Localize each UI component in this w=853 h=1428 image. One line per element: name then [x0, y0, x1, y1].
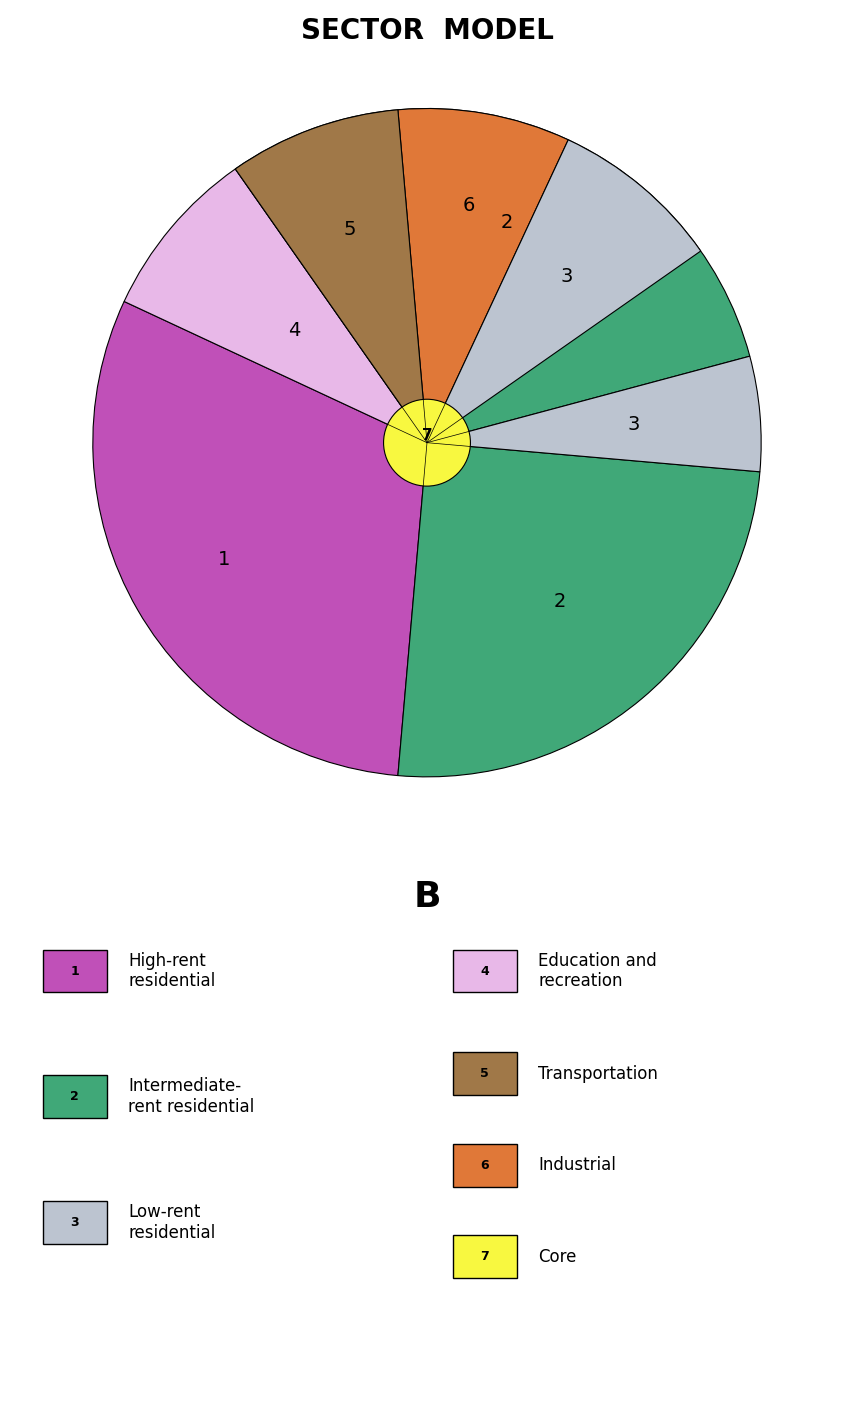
Text: 5: 5 — [479, 1067, 489, 1081]
Text: Intermediate-
rent residential: Intermediate- rent residential — [128, 1077, 254, 1117]
Text: B: B — [413, 880, 440, 914]
Wedge shape — [235, 109, 749, 443]
Text: 3: 3 — [626, 416, 639, 434]
FancyBboxPatch shape — [452, 1052, 516, 1095]
Wedge shape — [235, 110, 426, 443]
Text: 6: 6 — [462, 196, 474, 216]
Text: Transportation: Transportation — [537, 1065, 657, 1082]
Text: 7: 7 — [421, 428, 432, 444]
Wedge shape — [426, 140, 700, 443]
Text: 5: 5 — [343, 220, 355, 238]
Text: Core: Core — [537, 1248, 576, 1265]
FancyBboxPatch shape — [43, 1075, 107, 1118]
Text: 4: 4 — [479, 964, 489, 978]
Wedge shape — [397, 443, 759, 777]
Text: 1: 1 — [70, 964, 79, 978]
Text: 6: 6 — [479, 1158, 489, 1172]
Title: SECTOR  MODEL: SECTOR MODEL — [300, 17, 553, 44]
Text: High-rent
residential: High-rent residential — [128, 951, 215, 991]
Wedge shape — [397, 109, 567, 443]
Wedge shape — [426, 356, 760, 471]
FancyBboxPatch shape — [452, 1235, 516, 1278]
FancyBboxPatch shape — [452, 1144, 516, 1187]
FancyBboxPatch shape — [43, 950, 107, 992]
Text: 2: 2 — [70, 1090, 79, 1104]
Text: 4: 4 — [287, 321, 299, 340]
Text: Industrial: Industrial — [537, 1157, 615, 1174]
Text: 7: 7 — [479, 1250, 489, 1264]
Wedge shape — [93, 301, 426, 775]
Text: 3: 3 — [70, 1215, 79, 1230]
Text: 2: 2 — [500, 213, 513, 233]
Text: 2: 2 — [554, 591, 566, 611]
Wedge shape — [124, 169, 426, 443]
FancyBboxPatch shape — [43, 1201, 107, 1244]
Text: 3: 3 — [560, 267, 572, 286]
Text: Education and
recreation: Education and recreation — [537, 951, 656, 991]
Text: 1: 1 — [218, 550, 230, 570]
Circle shape — [383, 400, 470, 486]
Text: Low-rent
residential: Low-rent residential — [128, 1202, 215, 1242]
FancyBboxPatch shape — [452, 950, 516, 992]
